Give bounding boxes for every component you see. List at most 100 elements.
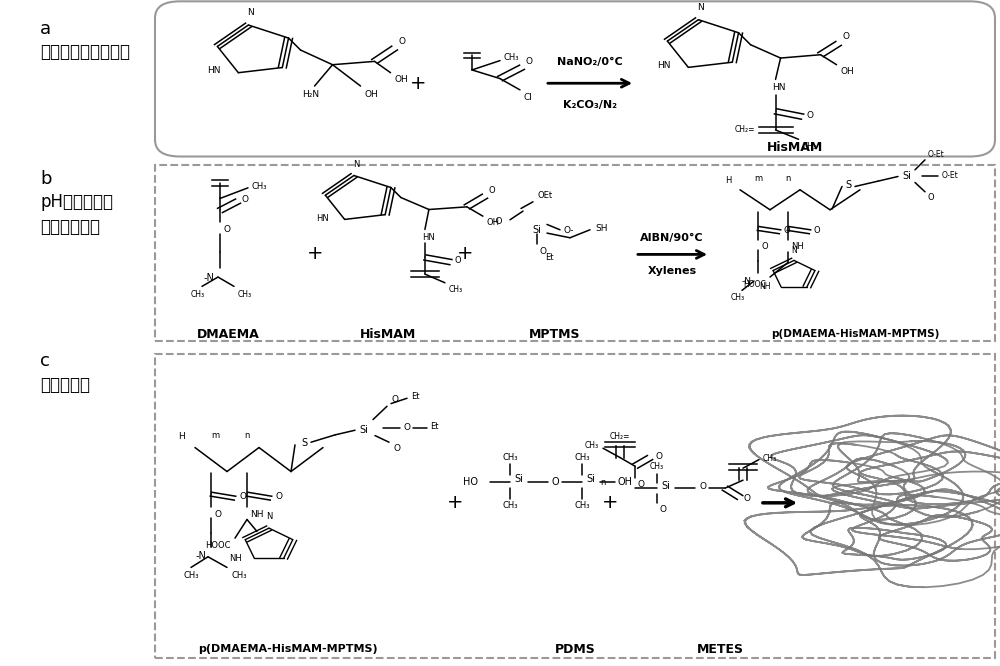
Text: N: N [353,160,359,169]
Text: O: O [655,452,662,461]
Text: OEt: OEt [537,190,552,200]
Text: 两亲性涂料: 两亲性涂料 [40,376,90,394]
Text: N: N [697,3,704,12]
Text: +: + [602,494,618,512]
Text: HN: HN [207,66,220,75]
Text: N: N [791,246,797,255]
Text: OH: OH [487,218,500,227]
Text: n: n [244,430,250,440]
Text: CH₃: CH₃ [231,571,246,581]
Text: HisMAM: HisMAM [767,141,823,154]
Text: O: O [455,256,462,265]
Text: DMAEMA: DMAEMA [197,328,259,341]
Text: O-Et: O-Et [942,171,959,180]
Text: O: O [399,37,406,46]
Text: HN: HN [772,83,785,93]
Text: O: O [403,423,410,432]
Text: O: O [843,33,850,41]
Text: NH: NH [230,553,242,563]
Text: pH响应聚合物: pH响应聚合物 [40,193,113,211]
Text: +: + [410,74,426,93]
Text: Si: Si [359,425,368,436]
Text: O: O [526,57,533,66]
Text: CH₃: CH₃ [183,571,199,581]
Text: O: O [699,482,706,491]
Text: CH₃: CH₃ [650,462,664,471]
Text: O: O [239,492,246,501]
Text: CH₂=: CH₂= [610,432,630,441]
Text: CH₃: CH₃ [731,293,745,302]
Text: HN: HN [657,61,670,70]
Text: OH: OH [841,67,854,76]
Text: S: S [301,438,307,448]
Text: HN: HN [423,234,435,242]
Text: O: O [391,394,398,404]
Text: CH₃: CH₃ [502,501,518,511]
Text: p(DMAEMA-HisMAM-MPTMS): p(DMAEMA-HisMAM-MPTMS) [198,644,378,655]
Text: HisMAM: HisMAM [360,328,416,341]
Text: O: O [784,226,791,235]
Text: -N: -N [203,273,214,283]
Text: CH₃: CH₃ [449,286,463,294]
Text: O: O [242,195,249,204]
Text: O: O [275,492,282,501]
Text: +: + [307,244,323,262]
Text: （表面电荷）: （表面电荷） [40,218,100,236]
Text: K₂CO₃/N₂: K₂CO₃/N₂ [563,99,617,110]
Text: m: m [211,430,219,440]
Text: MPTMS: MPTMS [529,328,581,341]
Text: CH₃: CH₃ [502,452,518,462]
Text: Xylenes: Xylenes [647,266,697,276]
Text: O: O [223,225,230,234]
Text: p(DMAEMA-HisMAM-MPTMS): p(DMAEMA-HisMAM-MPTMS) [771,329,939,340]
Text: Si: Si [902,170,911,181]
Text: -O: -O [492,217,503,226]
Text: Si: Si [586,474,595,484]
Text: O: O [489,186,496,195]
Text: OH: OH [395,75,408,85]
Text: HOOC: HOOC [206,541,231,550]
Text: N: N [247,8,254,17]
Text: NH: NH [791,242,804,252]
Text: +: + [447,494,463,512]
Text: H₂N: H₂N [302,90,319,99]
Text: Et: Et [430,422,439,431]
Text: -N: -N [195,551,206,561]
Text: a: a [40,20,51,38]
Text: PDMS: PDMS [555,643,595,656]
Text: Cl: Cl [524,93,533,102]
Text: n: n [785,174,791,183]
Text: HOOC: HOOC [743,280,766,289]
Text: Si: Si [514,474,523,484]
Text: NaNO₂/0°C: NaNO₂/0°C [557,57,623,67]
Text: c: c [40,352,50,370]
Text: NH: NH [760,282,771,292]
Text: CH₂=: CH₂= [735,125,756,135]
Text: m: m [754,174,762,183]
Text: O: O [814,226,821,235]
Text: +: + [457,244,473,262]
Text: CH₃: CH₃ [504,53,520,63]
Text: H: H [178,432,185,441]
Text: O: O [807,111,814,120]
Text: O: O [552,476,560,487]
Text: Si: Si [533,224,541,235]
Text: O: O [214,510,221,519]
Text: Et: Et [545,253,554,262]
Text: CH₃: CH₃ [585,441,599,450]
Text: n: n [600,478,605,488]
Text: SH: SH [595,224,608,233]
Text: O: O [393,444,400,453]
Text: -N: -N [742,277,752,286]
Text: O: O [540,247,547,256]
Text: NH: NH [250,510,264,519]
Text: CH₃: CH₃ [803,142,817,151]
Text: Et: Et [411,392,420,402]
Text: METES: METES [696,643,744,656]
Text: AIBN/90°C: AIBN/90°C [640,232,704,243]
Text: Si: Si [661,481,670,492]
Text: CH₃: CH₃ [191,290,205,299]
Text: HO: HO [463,476,478,487]
Text: CH₃: CH₃ [574,452,590,462]
Text: HN: HN [316,214,329,222]
